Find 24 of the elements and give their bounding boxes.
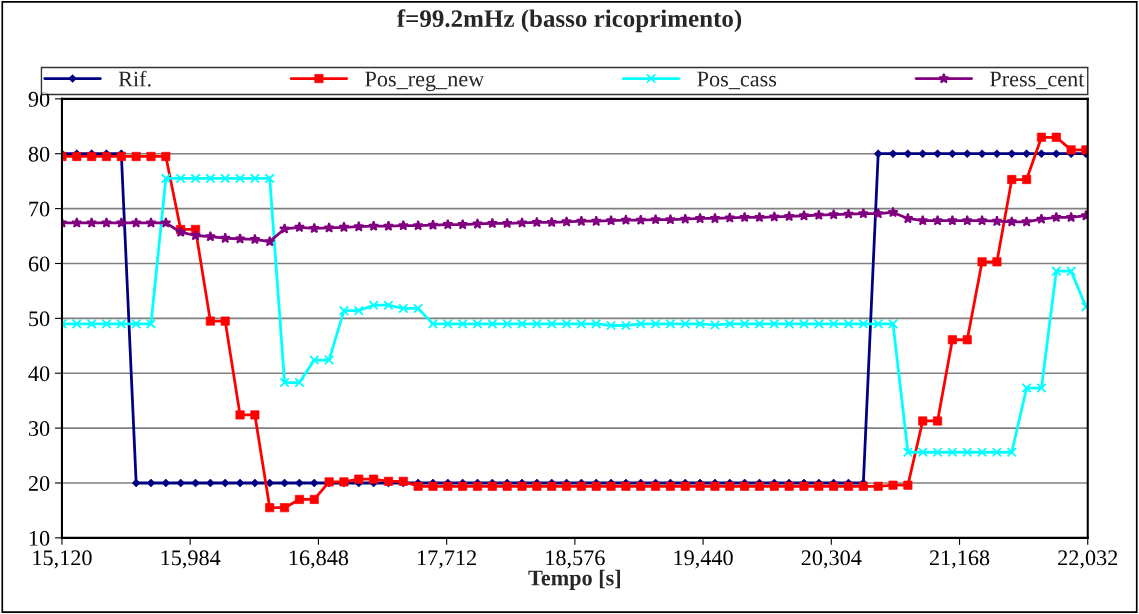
legend-label: Pos_reg_new xyxy=(365,71,485,92)
x-tick-label: 19,440 xyxy=(674,550,733,569)
y-tick-label: 80 xyxy=(28,146,50,162)
x-tick-label: 15,120 xyxy=(33,550,92,569)
legend-label: Press_cent xyxy=(990,71,1085,90)
x-tick-label: 20,304 xyxy=(801,550,862,569)
x-tick-label: 18,576 xyxy=(546,550,605,569)
y-tick-label: 50 xyxy=(29,311,50,327)
y-tick-label: 10 xyxy=(29,530,50,546)
legend-label: Pos_cass xyxy=(697,71,777,90)
x-tick-label: 21,168 xyxy=(929,550,990,569)
y-tick-label: 30 xyxy=(29,421,50,437)
y-tick-label: 40 xyxy=(28,366,50,382)
chart-title: f=99.2mHz (basso ricoprimento) xyxy=(396,9,742,33)
x-tick-label: 16,848 xyxy=(289,550,349,569)
y-tick-label: 60 xyxy=(28,256,50,272)
x-tick-label: 17,712 xyxy=(418,550,476,569)
x-tick-label: 15,984 xyxy=(161,550,221,569)
y-tick-label: 20 xyxy=(28,475,50,491)
legend-label: Rif. xyxy=(118,70,151,87)
y-tick-label: 70 xyxy=(29,201,50,217)
y-tick-label: 90 xyxy=(28,91,50,107)
x-tick-label: 22,032 xyxy=(1058,550,1118,569)
x-axis-title: Tempo [s] xyxy=(528,569,621,590)
